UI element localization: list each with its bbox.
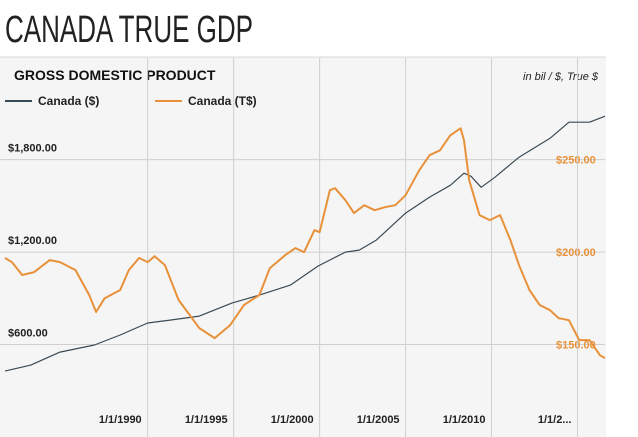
y2-tick-label: $200.00 — [556, 247, 596, 259]
plot-background — [0, 57, 606, 437]
units-note: in bil / $, True $ — [523, 71, 599, 83]
y-tick-label: $1,200.00 — [8, 235, 57, 247]
chart-subtitle: GROSS DOMESTIC PRODUCT — [14, 67, 216, 83]
series-line — [4, 115, 606, 372]
y2-tick-label: $250.00 — [556, 155, 596, 167]
y-tick-label: $600.00 — [8, 328, 48, 340]
x-tick-label: 1/1/2005 — [357, 414, 400, 426]
x-tick-label: 1/1/2000 — [271, 414, 314, 426]
series-line — [4, 127, 606, 359]
chart-title: CANADA TRUE GDP — [5, 9, 253, 51]
legend-label: Canada ($) — [38, 94, 99, 108]
y-tick-label: $1,800.00 — [8, 143, 57, 155]
x-tick-label: 1/1/2010 — [443, 414, 486, 426]
x-tick-label: 1/1/1990 — [99, 414, 142, 426]
legend-label: Canada (T$) — [188, 94, 257, 108]
x-tick-label: 1/1/1995 — [185, 414, 228, 426]
y2-tick-label: $150.00 — [556, 340, 596, 352]
x-tick-label: 1/1/2... — [538, 414, 572, 426]
